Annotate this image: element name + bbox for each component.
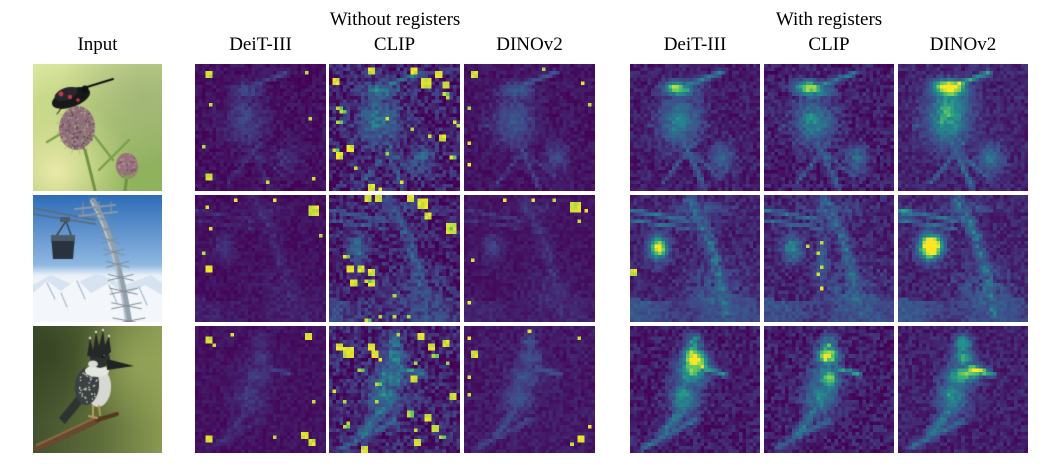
column-label-input: Input [77, 34, 118, 55]
input-photo-pylon [33, 195, 162, 322]
attn-dinov2-reg-row1 [898, 64, 1028, 191]
attn-dinov2-noreg-row2 [464, 195, 595, 322]
column-label-dinov2-without: DINOv2 [496, 34, 563, 55]
group-title-with-registers: With registers [775, 9, 883, 30]
attn-dinov2-noreg-row1 [464, 64, 595, 191]
attn-deit3-reg-row1 [630, 64, 760, 191]
input-photo-moth [33, 64, 162, 191]
attn-deit3-reg-row2 [630, 195, 760, 322]
group-title-without-registers: Without registers [329, 9, 461, 30]
attn-clip-reg-row2 [764, 195, 894, 322]
attn-clip-noreg-row2 [329, 195, 460, 322]
column-label-deit3-without: DeiT-III [229, 34, 292, 55]
input-photo-bird [33, 326, 162, 453]
column-label-deit3-with: DeiT-III [663, 34, 727, 55]
attn-deit3-noreg-row3 [195, 326, 326, 453]
attn-dinov2-noreg-row3 [464, 326, 595, 453]
attn-clip-noreg-row1 [329, 64, 460, 191]
attn-deit3-noreg-row1 [195, 64, 326, 191]
attn-clip-noreg-row3 [329, 326, 460, 453]
column-label-clip-with: CLIP [808, 34, 850, 55]
attn-dinov2-reg-row3 [898, 326, 1028, 453]
attn-clip-reg-row3 [764, 326, 894, 453]
column-label-clip-without: CLIP [373, 34, 416, 55]
attn-dinov2-reg-row2 [898, 195, 1028, 322]
attn-clip-reg-row1 [764, 64, 894, 191]
attn-deit3-reg-row3 [630, 326, 760, 453]
column-label-dinov2-with: DINOv2 [929, 34, 997, 55]
attn-deit3-noreg-row2 [195, 195, 326, 322]
